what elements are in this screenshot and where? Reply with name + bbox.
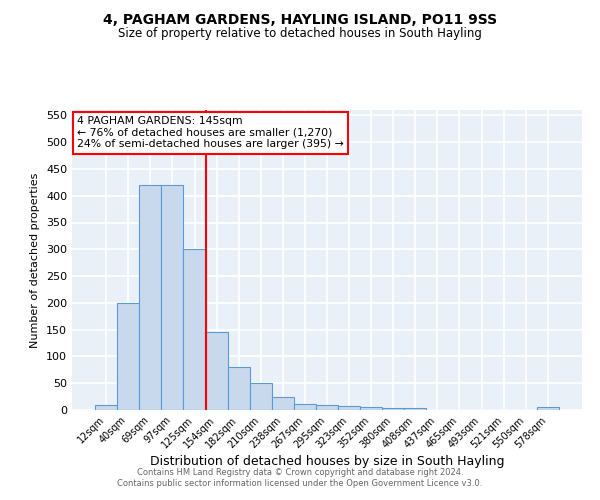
Bar bbox=[250, 383, 272, 410]
Bar bbox=[272, 396, 294, 410]
Bar bbox=[161, 185, 184, 410]
Bar bbox=[139, 185, 161, 410]
Bar bbox=[382, 408, 404, 410]
Bar bbox=[316, 404, 338, 410]
Text: 4, PAGHAM GARDENS, HAYLING ISLAND, PO11 9SS: 4, PAGHAM GARDENS, HAYLING ISLAND, PO11 … bbox=[103, 12, 497, 26]
Bar bbox=[294, 404, 316, 410]
Text: Size of property relative to detached houses in South Hayling: Size of property relative to detached ho… bbox=[118, 28, 482, 40]
Bar bbox=[206, 332, 227, 410]
X-axis label: Distribution of detached houses by size in South Hayling: Distribution of detached houses by size … bbox=[150, 456, 504, 468]
Bar bbox=[360, 408, 382, 410]
Bar bbox=[95, 404, 117, 410]
Y-axis label: Number of detached properties: Number of detached properties bbox=[31, 172, 40, 348]
Bar bbox=[227, 367, 250, 410]
Bar bbox=[404, 408, 427, 410]
Bar bbox=[117, 303, 139, 410]
Text: 4 PAGHAM GARDENS: 145sqm
← 76% of detached houses are smaller (1,270)
24% of sem: 4 PAGHAM GARDENS: 145sqm ← 76% of detach… bbox=[77, 116, 344, 149]
Bar bbox=[338, 406, 360, 410]
Bar bbox=[537, 408, 559, 410]
Text: Contains HM Land Registry data © Crown copyright and database right 2024.
Contai: Contains HM Land Registry data © Crown c… bbox=[118, 468, 482, 487]
Bar bbox=[184, 250, 206, 410]
